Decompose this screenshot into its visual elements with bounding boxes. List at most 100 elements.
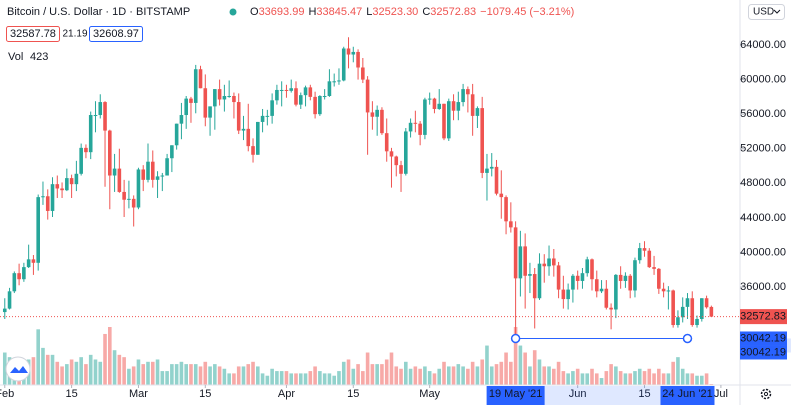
volume-bar — [289, 373, 294, 385]
volume-bar — [518, 345, 523, 385]
candle-body — [17, 273, 21, 280]
candle-body — [279, 89, 284, 91]
volume-bar — [198, 366, 203, 385]
candle-body — [628, 275, 632, 291]
candle-body — [704, 298, 709, 308]
candle-body — [227, 96, 231, 98]
candle-body — [618, 274, 623, 281]
candle-body — [327, 81, 332, 97]
candle-body — [556, 265, 561, 290]
volume-bar — [427, 371, 432, 385]
candle-body — [489, 166, 494, 169]
volume-bar — [251, 361, 255, 385]
volume-bar — [623, 373, 628, 385]
candle-body — [108, 130, 112, 176]
measure-handle — [682, 333, 693, 344]
candle-body — [160, 175, 165, 177]
volume-bar — [647, 368, 652, 385]
volume-bar — [117, 354, 122, 385]
candle-body — [575, 275, 580, 281]
currency-select[interactable] — [748, 4, 785, 20]
volume-bar — [41, 347, 45, 385]
candle-body — [241, 128, 246, 131]
x-tick-label: Mar — [129, 388, 148, 400]
volume-bar — [2, 352, 7, 385]
volume-bar — [275, 371, 279, 385]
candle-body — [384, 133, 389, 152]
change: −1079.45 (−3.21%) — [480, 6, 574, 18]
candle-body — [552, 258, 556, 266]
y-tick-label: 60000.00 — [740, 73, 786, 85]
y-tick-label: 48000.00 — [740, 177, 786, 189]
volume-bar — [556, 361, 561, 385]
volume-bar — [227, 373, 231, 385]
candle-body — [456, 102, 461, 111]
volume-bar — [547, 366, 551, 385]
volume-bar — [232, 373, 236, 385]
candle-body — [193, 69, 198, 103]
candle-body — [609, 307, 613, 310]
ohlc-label: H — [308, 6, 316, 18]
candle-body — [365, 79, 370, 113]
volume-bar — [146, 361, 150, 385]
volume-bar — [695, 375, 699, 385]
volume-bar — [704, 373, 709, 385]
volume-bar — [566, 373, 570, 385]
settings-icon[interactable] — [760, 388, 772, 400]
volume-bar — [637, 368, 642, 385]
candle-body — [208, 106, 212, 118]
candle-body — [423, 99, 427, 135]
candle-body — [270, 100, 274, 116]
candle-body — [98, 102, 103, 116]
candle-body — [590, 259, 594, 280]
candle-body — [179, 115, 184, 124]
candle-body — [103, 102, 107, 131]
sell-box[interactable] — [6, 26, 60, 42]
candle-body — [127, 198, 131, 200]
volume-bar — [513, 327, 518, 385]
volume-bar — [184, 364, 188, 385]
x-tick-label: 15 — [199, 388, 211, 400]
volume-bar — [356, 364, 360, 385]
volume-bar — [322, 373, 327, 385]
ohlc-label: C — [422, 6, 430, 18]
volume-bar — [470, 361, 475, 385]
candle-body — [408, 122, 413, 132]
volume-bar — [456, 364, 461, 385]
ohlc-label: L — [366, 6, 372, 18]
buy-box[interactable] — [89, 26, 143, 42]
volume-bar — [537, 359, 542, 385]
volume-bar — [370, 364, 375, 385]
settings[interactable] — [760, 388, 772, 400]
volume-bar — [346, 359, 351, 385]
candle-body — [7, 291, 12, 309]
candle-body — [45, 196, 50, 211]
candle-body — [12, 273, 17, 292]
volume-bar — [136, 359, 141, 385]
volume-bar — [265, 375, 270, 385]
measure-price-label: 30042.19 — [740, 346, 786, 358]
last-price-box — [740, 309, 787, 325]
volume-bar — [112, 350, 117, 385]
volume-bar — [98, 361, 103, 385]
logo-circle[interactable] — [5, 356, 31, 382]
volume-bar — [361, 371, 365, 385]
volume-bar — [413, 366, 418, 385]
volume-bar — [217, 366, 222, 385]
volume-bar — [88, 354, 93, 385]
volume-bar — [318, 371, 322, 385]
volume-bar — [246, 364, 251, 385]
volume-bar — [671, 361, 675, 385]
candle-body — [198, 69, 203, 89]
currency: USD — [753, 7, 774, 18]
volume-bar — [700, 375, 704, 385]
candle-body — [709, 306, 714, 317]
price-pane — [0, 37, 740, 344]
volume-bar — [241, 366, 246, 385]
candle-body — [599, 288, 604, 292]
volume-bar — [203, 361, 208, 385]
volume-bar — [313, 366, 317, 385]
volume-bar — [327, 373, 332, 385]
candle-body — [260, 115, 265, 122]
volume-bar — [628, 373, 632, 385]
